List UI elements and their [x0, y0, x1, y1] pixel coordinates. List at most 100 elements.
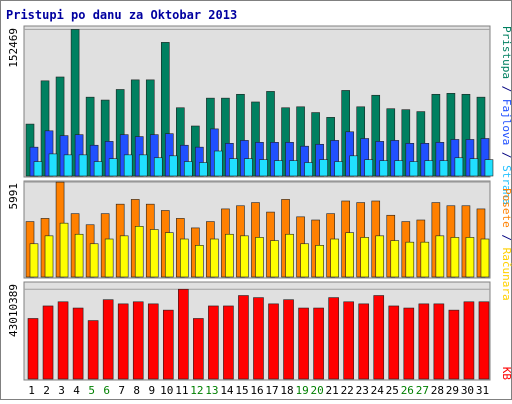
chart-title: Pristupi po danu za Oktobar 2013: [6, 8, 237, 22]
panel-2: 5991 Posete / Računara: [7, 180, 512, 301]
bar-strana: [78, 154, 88, 177]
x-tick-label: 25: [386, 384, 399, 397]
x-tick-label: 31: [476, 384, 489, 397]
x-tick-label: 16: [250, 384, 263, 397]
bar-strana: [349, 155, 358, 177]
bar-racunara: [360, 237, 370, 278]
bar-strana: [304, 162, 313, 177]
bar-kb: [253, 297, 264, 380]
bar-kb: [268, 303, 279, 380]
bar-strana: [379, 160, 389, 177]
bar-kb: [42, 305, 54, 380]
legend-entry: KB: [500, 367, 512, 381]
bar-racunara: [134, 226, 144, 278]
bar-strana: [184, 161, 193, 177]
legend-entry: /: [500, 228, 512, 248]
bar-strana: [469, 158, 479, 177]
bar-kb: [283, 299, 294, 380]
x-tick-label: 7: [118, 384, 125, 397]
bar-kb: [147, 303, 159, 380]
bar-racunara: [270, 240, 279, 278]
bar-kb: [72, 307, 84, 380]
bar-racunara: [480, 238, 490, 278]
bar-strana: [199, 162, 208, 177]
bar-kb: [193, 318, 204, 380]
legend-entry: Fajlova: [500, 99, 512, 145]
bar-racunara: [450, 237, 460, 278]
bar-kb: [208, 305, 219, 380]
x-tick-label: 8: [133, 384, 140, 397]
bar-kb: [27, 318, 39, 380]
x-tick-label: 19: [295, 384, 308, 397]
bar-racunara: [149, 229, 159, 278]
bar-strana: [334, 161, 343, 177]
x-tick-label: 21: [326, 384, 339, 397]
x-tick-label: 20: [311, 384, 324, 397]
bar-strana: [424, 160, 434, 177]
x-tick-label: 11: [175, 384, 188, 397]
x-axis-labels: 1 2 3 4 5 6 7 8 9 10 11 12 13 14 15 16 17 18 19 20 21 22 23 24 2…: [28, 384, 489, 397]
bar-racunara: [164, 232, 174, 278]
bar-kb: [117, 303, 129, 380]
bar-kb: [448, 309, 460, 380]
x-tick-label: 10: [160, 384, 173, 397]
bar-strana: [123, 154, 133, 177]
bar-strana: [454, 157, 464, 177]
bar-strana: [274, 160, 283, 177]
legend-label: KB: [500, 367, 512, 381]
x-tick-label: 29: [446, 384, 459, 397]
bar-kb: [223, 305, 234, 380]
legend-entry: Posete: [500, 188, 512, 228]
bar-strana: [364, 159, 374, 177]
bar-racunara: [119, 235, 129, 278]
x-tick-label: 1: [28, 384, 35, 397]
x-tick-label: 17: [265, 384, 278, 397]
bar-strana: [108, 158, 118, 177]
x-tick-label: 27: [416, 384, 429, 397]
bar-racunara: [59, 222, 69, 278]
bar-strana: [153, 157, 163, 177]
x-tick-label: 14: [220, 384, 234, 397]
bar-kb: [238, 295, 249, 380]
bar-racunara: [240, 235, 249, 278]
legend-label: Pristupa / Fajlova / Strana: [500, 26, 512, 205]
x-tick-label: 22: [341, 384, 354, 397]
bar-kb: [313, 307, 324, 380]
bar-racunara: [225, 233, 234, 278]
bar-racunara: [104, 238, 114, 278]
legend-entry: Pristupa: [500, 26, 512, 79]
bar-racunara: [89, 243, 99, 278]
bar-strana: [93, 161, 103, 177]
bar-kb: [388, 305, 400, 380]
bar-racunara: [255, 237, 264, 278]
bar-strana: [439, 160, 449, 177]
bar-kb: [433, 303, 445, 380]
bar-racunara: [420, 241, 430, 278]
bar-racunara: [195, 245, 204, 278]
x-tick-label: 28: [431, 384, 444, 397]
bar-racunara: [405, 241, 415, 278]
legend-entry: /: [500, 79, 512, 99]
bar-kb: [463, 301, 475, 380]
bar-strana: [484, 159, 494, 177]
x-tick-label: 4: [73, 384, 80, 397]
x-tick-label: 3: [58, 384, 65, 397]
bar-strana: [229, 158, 238, 177]
bar-racunara: [74, 233, 84, 278]
x-tick-label: 24: [371, 384, 385, 397]
y-tick-label: 152469: [7, 28, 20, 68]
x-tick-label: 12: [190, 384, 203, 397]
panels: 152469 Pristupa / Fajlova / Strana 5991 Pos…: [7, 25, 512, 381]
x-tick-label: 26: [401, 384, 414, 397]
y-tick-label: 43010389: [7, 284, 20, 337]
bar-kb: [478, 301, 490, 380]
bar-racunara: [29, 243, 39, 278]
x-tick-label: 23: [356, 384, 369, 397]
bar-strana: [394, 160, 404, 177]
bar-racunara: [315, 245, 324, 278]
bar-racunara: [345, 232, 354, 278]
bar-racunara: [180, 238, 189, 278]
x-tick-label: 30: [461, 384, 474, 397]
bar-strana: [138, 154, 148, 177]
